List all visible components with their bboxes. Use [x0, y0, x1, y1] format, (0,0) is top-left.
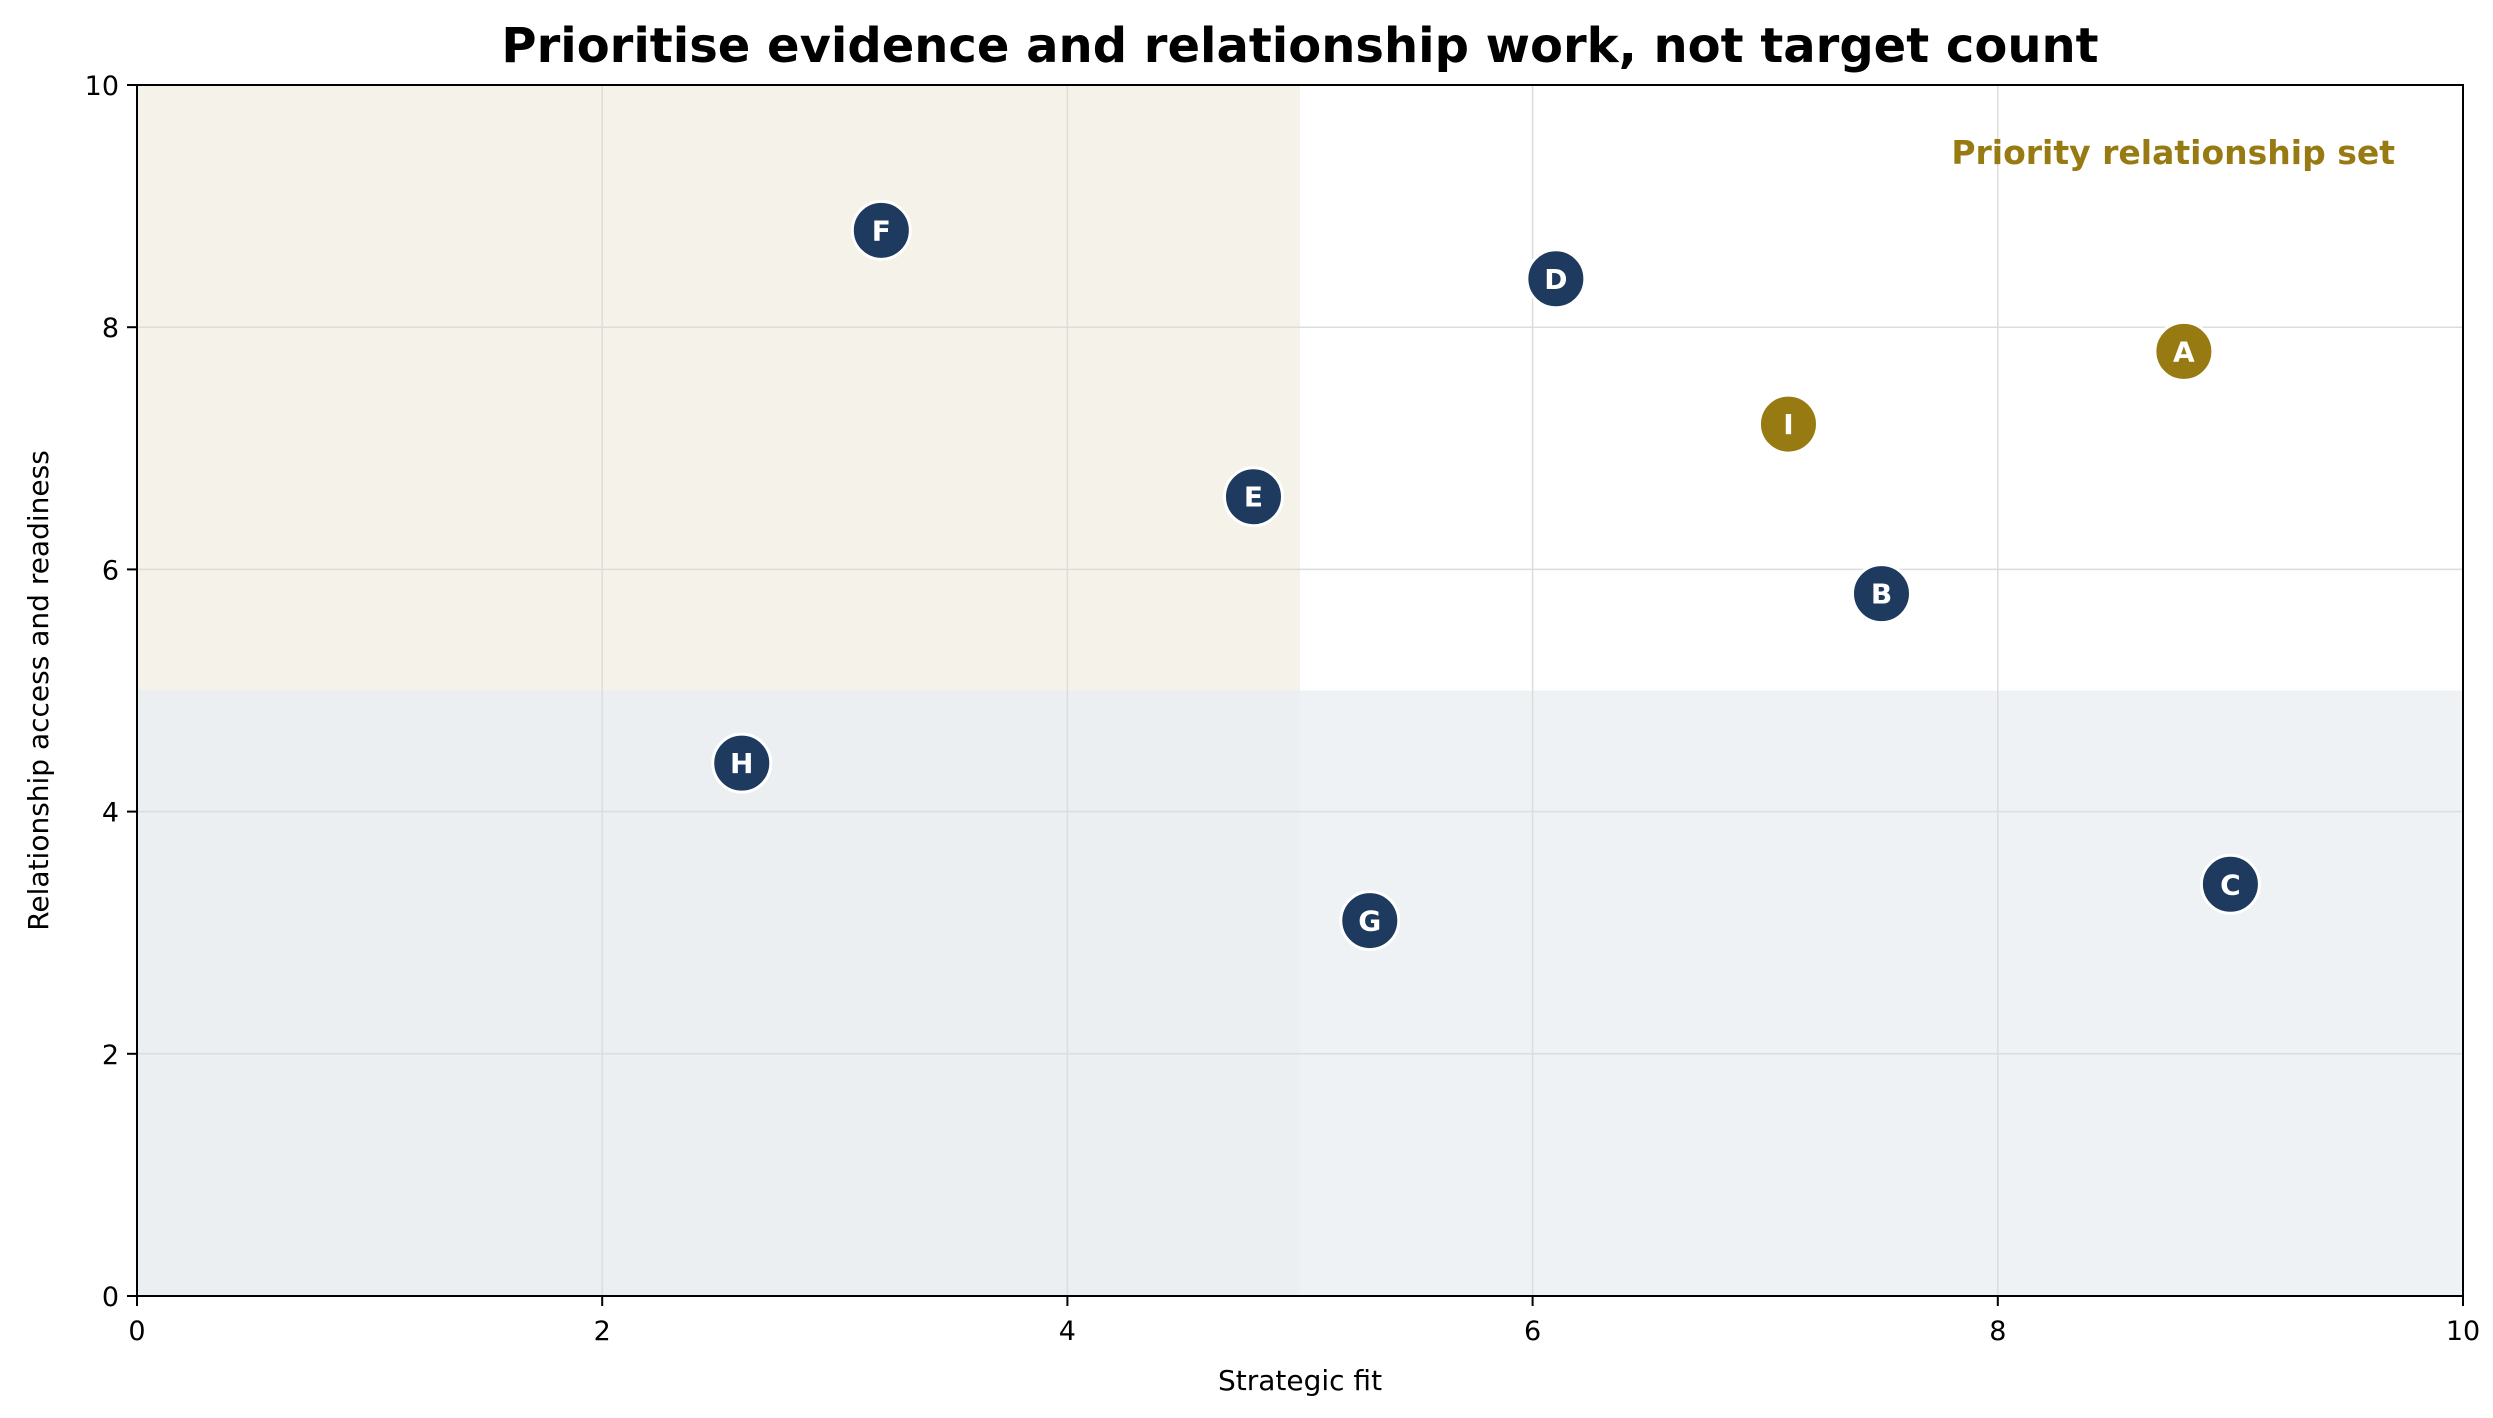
quadrant-top-left	[137, 85, 1300, 691]
point-a: A	[2153, 320, 2215, 382]
y-tick-label: 10	[85, 71, 119, 102]
quadrant-backgrounds	[137, 85, 2463, 1296]
point-e: E	[1222, 466, 1284, 528]
point-h: H	[711, 732, 773, 794]
point-label: H	[730, 747, 753, 780]
point-label: D	[1544, 263, 1567, 296]
point-c: C	[2199, 853, 2261, 915]
point-d: D	[1525, 248, 1587, 310]
x-axis-label: Strategic fit	[1218, 1364, 1382, 1397]
x-tick-label: 2	[594, 1316, 611, 1347]
quadrant-bottom-right	[1300, 690, 2463, 1296]
quadrant-bottom-left	[137, 690, 1300, 1296]
point-g: G	[1339, 890, 1401, 952]
x-tick-label: 8	[1989, 1316, 2006, 1347]
point-marker	[1757, 393, 1819, 455]
point-marker	[1339, 890, 1401, 952]
y-tick-label: 6	[102, 555, 119, 586]
y-tick-label: 0	[102, 1282, 119, 1313]
point-label: E	[1244, 481, 1263, 514]
point-b: B	[1851, 563, 1912, 625]
x-tick-label: 4	[1059, 1316, 1076, 1347]
x-tick-label: 0	[128, 1316, 145, 1347]
point-marker	[1851, 563, 1912, 625]
y-axis-label: Relationship access and readiness	[22, 450, 55, 931]
point-label: F	[872, 214, 891, 247]
plot-frame	[136, 84, 2464, 1297]
point-label: G	[1358, 905, 1381, 938]
point-marker	[2199, 853, 2261, 915]
point-label: B	[1871, 578, 1892, 611]
x-tick-label: 10	[2446, 1316, 2480, 1347]
point-label: I	[1783, 408, 1793, 441]
point-label: C	[2220, 868, 2241, 901]
point-i: I	[1757, 393, 1819, 455]
point-marker	[850, 199, 912, 261]
point-marker	[1222, 466, 1284, 528]
chart-title: Prioritise evidence and relationship wor…	[501, 18, 2098, 74]
y-tick-label: 8	[102, 313, 119, 344]
point-label: A	[2173, 335, 2195, 368]
y-tick-label: 2	[102, 1040, 119, 1071]
axis-ticks: 0 2 4 6 8 10 0 2 4 6 8 10	[85, 71, 2481, 1347]
point-marker	[1525, 248, 1587, 310]
x-tick-label: 6	[1524, 1316, 1541, 1347]
data-points: A B C D E F G H I	[711, 199, 2261, 952]
priority-annotation: Priority relationship set	[1951, 133, 2395, 172]
point-marker	[711, 732, 773, 794]
point-marker	[2153, 320, 2215, 382]
y-tick-label: 4	[102, 798, 119, 829]
point-f: F	[850, 199, 912, 261]
